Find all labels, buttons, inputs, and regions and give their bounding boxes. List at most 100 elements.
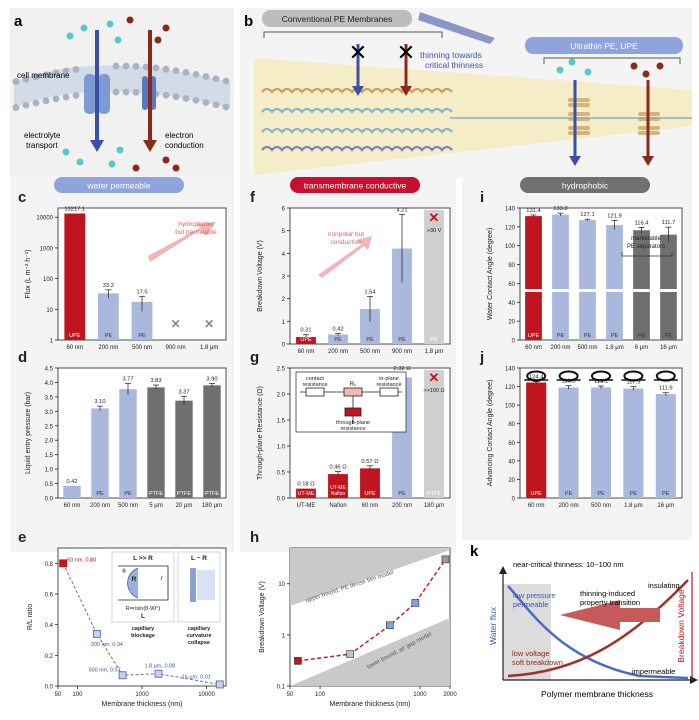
inset-right-title: L ~ R <box>191 555 207 562</box>
bar-value-label: 121.9 <box>607 213 622 219</box>
bar <box>119 389 137 498</box>
bar-value-label: 119.0 <box>562 379 576 385</box>
bar <box>328 474 348 498</box>
k-y-label-left: Water flux <box>488 606 498 645</box>
k-top-label: near-critical thinness: 10~100 nm <box>513 560 624 569</box>
lipid-head <box>162 65 170 73</box>
annotation-line-2: PE separators <box>627 244 665 250</box>
x-axis-label: Membrane thickness (nm) <box>330 701 411 708</box>
chart-c: c 1 10 100 1000 10000 Flux (L m⁻² h⁻¹) 60 nm 132… <box>18 189 227 351</box>
k-permeable: permeable <box>513 600 548 609</box>
particle <box>62 148 70 156</box>
panel-letter-k: k <box>470 543 479 560</box>
particle <box>106 20 114 28</box>
membrane-bilayer <box>14 65 230 108</box>
bar <box>203 385 221 498</box>
y-tick-label: 0 <box>282 343 286 349</box>
particle <box>568 58 576 66</box>
y-tick-label: 1 <box>282 633 286 639</box>
bar-tag: PE <box>105 333 113 339</box>
y-tick-label: 40 <box>508 459 515 465</box>
x-tick-label: 180 μm <box>424 503 444 509</box>
annotation-line-2: conductive <box>330 239 361 246</box>
particle <box>108 160 116 168</box>
bar-value-label: 0.31 <box>300 328 311 334</box>
transition-arrow <box>560 600 660 630</box>
lipid-head <box>42 97 50 105</box>
water-flux-curve <box>507 585 689 680</box>
y-axis-label: Liquid entry pressure (bar) <box>25 392 32 474</box>
upe-chain <box>568 112 590 116</box>
inset-right-caption-2: curvature <box>186 633 211 639</box>
bar-tag: PE <box>557 333 565 339</box>
inset-contact-2: resistance <box>302 382 327 388</box>
inset-r: r <box>161 575 164 582</box>
k-y-arrow-left <box>499 566 507 574</box>
lipid-head <box>62 93 70 101</box>
y-axis-label: R/L ratio <box>27 604 34 630</box>
channel-protein-right <box>98 74 110 114</box>
na-x-icon: ✕ <box>171 317 181 331</box>
y-tick-label: 140 <box>505 367 516 373</box>
y-tick-label: 10 <box>46 308 53 314</box>
bar-tag: PE <box>334 337 342 343</box>
upe-chain <box>568 126 590 130</box>
polymer-chain <box>261 107 453 114</box>
y-tick-label: 80 <box>508 422 515 428</box>
particle <box>116 146 124 154</box>
particle <box>642 70 650 78</box>
section-header-label-trans: transmembrane conductive <box>304 181 407 191</box>
resistor-inplane <box>379 387 399 397</box>
y-tick-label: 0.6 <box>45 593 54 599</box>
y-tick-label: 0 <box>512 339 516 345</box>
annotation-line-1: hydrophobic <box>178 221 214 228</box>
y-tick-label: 3 <box>282 275 286 281</box>
lipid-head <box>222 77 230 85</box>
k-transition-2: property transition <box>580 598 640 607</box>
k-x-label: Polymer membrane thickness <box>541 689 653 699</box>
y-axis-label: Water Contact Angle (degree) <box>487 228 494 320</box>
point-label: 200 nm, 0.34 <box>91 642 123 648</box>
lipid-head <box>182 69 190 76</box>
section-header-water <box>54 177 184 193</box>
bar <box>175 400 193 498</box>
x-tick-label: 50 <box>287 692 294 698</box>
bar-value-label: 3.77 <box>122 376 133 382</box>
bar-tag: PE <box>124 491 132 497</box>
bar-tag: PE <box>565 491 573 497</box>
bar-tag: Nafion <box>331 491 346 497</box>
bar-value-label: 0.46 Ω <box>329 464 347 470</box>
electrolyte-arrowhead <box>90 140 104 152</box>
lipid-head <box>32 99 40 107</box>
y-tick-label: 0.5 <box>45 482 54 488</box>
x-tick-label: 60 nm <box>525 345 542 351</box>
panel-letter-b: b <box>244 13 253 30</box>
lipid-head <box>72 66 80 73</box>
chart-j: j 0 20 40 60 80 100 120 140 Advancing Contact Ang… <box>479 349 683 509</box>
lipid-head <box>52 95 60 103</box>
data-point <box>441 555 450 564</box>
data-point <box>346 650 354 658</box>
lipid-head <box>142 63 150 71</box>
bar-tag: PE <box>398 337 406 343</box>
data-point <box>294 657 302 665</box>
y-tick-label: 4.0 <box>45 381 54 387</box>
na-x-icon: ✕ <box>204 317 214 331</box>
inset-inplane-1: in-plane <box>379 376 399 382</box>
blocked-x-icon-1: ✕ <box>349 40 367 65</box>
x-tick-label: Nafion <box>329 503 346 509</box>
y-tick-label: 120 <box>505 385 516 391</box>
y-tick-label: 60 <box>508 282 515 288</box>
bar-tag: PTFE <box>205 491 219 497</box>
y-tick-label: 1.0 <box>277 445 286 451</box>
y-tick-label: 60 <box>508 441 515 447</box>
label-electrolyte: electrolyte <box>24 131 61 140</box>
bar-value-label: 124.4 <box>529 375 544 381</box>
bar <box>590 387 612 498</box>
conductor-protein-a <box>142 76 148 110</box>
panel-letter-f: f <box>250 189 256 206</box>
bar-value-label: 131.4 <box>526 208 541 214</box>
x-tick-label: 100 <box>315 692 326 698</box>
lipid-head <box>132 62 140 70</box>
